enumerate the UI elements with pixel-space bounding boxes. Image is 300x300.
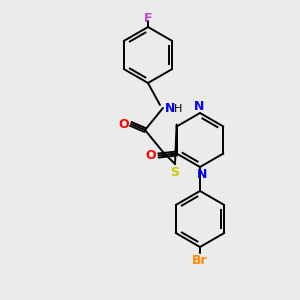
Text: F: F: [144, 11, 152, 25]
Text: O: O: [119, 118, 129, 130]
Text: N: N: [194, 100, 204, 112]
Text: H: H: [174, 104, 182, 114]
Text: S: S: [170, 166, 179, 178]
Text: O: O: [145, 149, 156, 162]
Text: N: N: [165, 103, 175, 116]
Text: Br: Br: [192, 254, 208, 266]
Text: N: N: [197, 167, 207, 181]
